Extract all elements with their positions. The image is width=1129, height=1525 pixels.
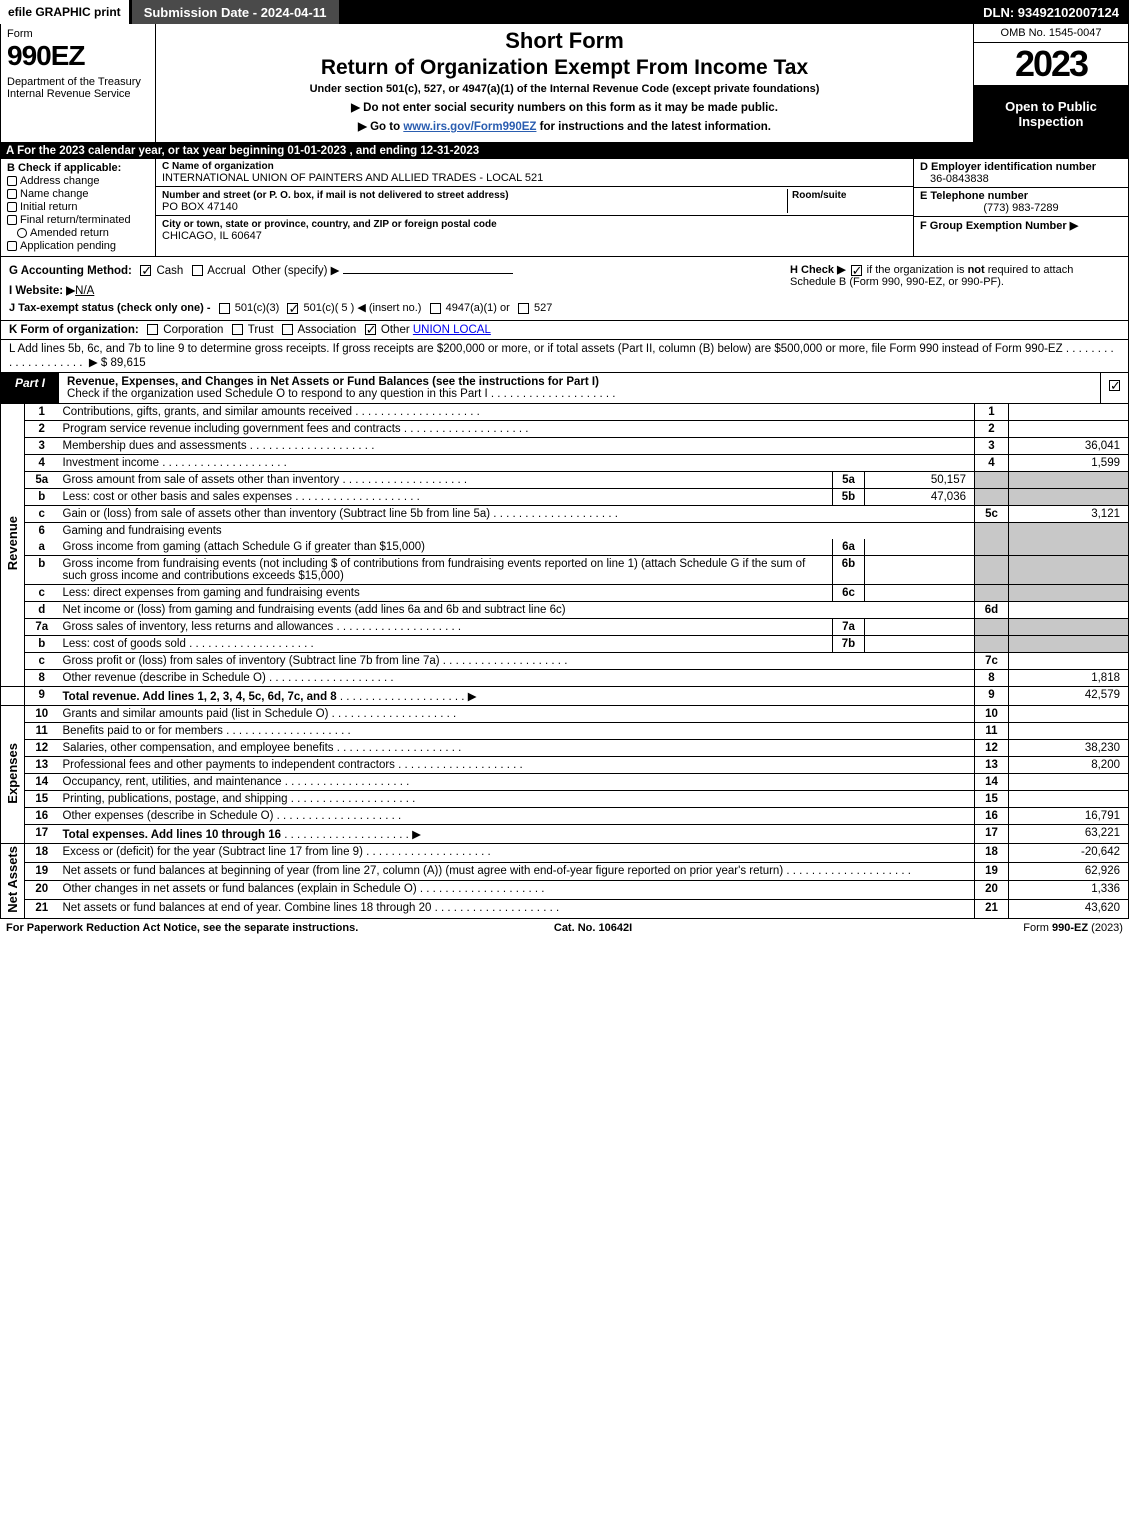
opt-final-return[interactable]: Final return/terminated: [7, 214, 149, 226]
row-k: K Form of organization: Corporation Trus…: [0, 321, 1129, 340]
k-other[interactable]: [365, 324, 376, 335]
h-label: H Check ▶: [790, 264, 846, 276]
k-assoc[interactable]: [282, 324, 293, 335]
opt-initial-return[interactable]: Initial return: [7, 201, 149, 213]
dept-label: Department of the Treasury Internal Reve…: [7, 76, 149, 100]
e-block: E Telephone number (773) 983-7289: [914, 188, 1128, 217]
f-block: F Group Exemption Number ▶: [914, 217, 1128, 234]
topbar: efile GRAPHIC print Submission Date - 20…: [0, 0, 1129, 24]
g-cash-check[interactable]: [140, 265, 151, 276]
h-check[interactable]: [851, 265, 862, 276]
row-a: A For the 2023 calendar year, or tax yea…: [0, 143, 1129, 159]
c-addr-row: Number and street (or P. O. box, if mail…: [156, 187, 913, 216]
j-527[interactable]: [518, 303, 529, 314]
c-label: C Name of organization: [162, 161, 907, 172]
note2-pre: ▶ Go to: [358, 121, 403, 133]
row-h: H Check ▶ if the organization is not req…: [790, 263, 1120, 288]
g-accrual-check[interactable]: [192, 265, 203, 276]
addr-label: Number and street (or P. O. box, if mail…: [162, 190, 509, 201]
netassets-label: Net Assets: [1, 844, 25, 919]
footer-right: Form 990-EZ (2023): [1023, 922, 1123, 934]
omb-number: OMB No. 1545-0047: [974, 24, 1128, 43]
part1-sub: Check if the organization used Schedule …: [67, 388, 1092, 400]
note-link: ▶ Go to www.irs.gov/Form990EZ for instru…: [164, 119, 965, 133]
footer-cat: Cat. No. 10642I: [554, 922, 632, 934]
j-label: J Tax-exempt status (check only one) -: [9, 302, 211, 314]
part1-check[interactable]: [1100, 373, 1128, 403]
submission-date: Submission Date - 2024-04-11: [132, 0, 339, 24]
expenses-label: Expenses: [1, 706, 25, 844]
g-label: G Accounting Method:: [9, 265, 132, 277]
room-label: Room/suite: [792, 190, 846, 201]
subtitle: Under section 501(c), 527, or 4947(a)(1)…: [164, 83, 965, 95]
dln: DLN: 93492102007124: [973, 0, 1129, 24]
j-4947[interactable]: [430, 303, 441, 314]
f-label: F Group Exemption Number ▶: [920, 220, 1078, 232]
form-number: 990EZ: [7, 40, 149, 72]
irs-link[interactable]: www.irs.gov/Form990EZ: [403, 121, 536, 133]
header-right: OMB No. 1545-0047 2023 Open to Public In…: [973, 24, 1128, 142]
k-corp[interactable]: [147, 324, 158, 335]
part1-title: Revenue, Expenses, and Changes in Net As…: [59, 373, 1100, 403]
phone: (773) 983-7289: [920, 202, 1122, 214]
part1-tag: Part I: [1, 373, 59, 403]
city-label: City or town, state or province, country…: [162, 219, 497, 230]
footer: For Paperwork Reduction Act Notice, see …: [0, 919, 1129, 937]
block-ghij: G Accounting Method: Cash Accrual Other …: [0, 257, 1129, 321]
tax-year: 2023: [974, 43, 1128, 85]
b-label: B Check if applicable:: [7, 162, 149, 174]
header-mid: Short Form Return of Organization Exempt…: [156, 24, 973, 142]
org-city: CHICAGO, IL 60647: [162, 230, 907, 242]
d-label: D Employer identification number: [920, 161, 1096, 173]
note-ssn: ▶ Do not enter social security numbers o…: [164, 100, 965, 114]
note2-post: for instructions and the latest informat…: [536, 121, 771, 133]
org-addr: PO BOX 47140: [162, 201, 787, 213]
org-name: INTERNATIONAL UNION OF PAINTERS AND ALLI…: [162, 172, 907, 184]
footer-left: For Paperwork Reduction Act Notice, see …: [6, 922, 358, 934]
k-trust[interactable]: [232, 324, 243, 335]
return-title: Return of Organization Exempt From Incom…: [164, 56, 965, 80]
k-other-val[interactable]: UNION LOCAL: [413, 324, 491, 336]
opt-name-change[interactable]: Name change: [7, 188, 149, 200]
d-block: D Employer identification number 36-0843…: [914, 159, 1128, 188]
c-name-row: C Name of organization INTERNATIONAL UNI…: [156, 159, 913, 187]
form-header: Form 990EZ Department of the Treasury In…: [0, 24, 1129, 143]
e-label: E Telephone number: [920, 190, 1028, 202]
l-amt: ▶ $ 89,615: [89, 357, 146, 369]
j-501c[interactable]: [287, 303, 298, 314]
c-city-row: City or town, state or province, country…: [156, 216, 913, 244]
i-label: I Website: ▶: [9, 285, 75, 297]
website: N/A: [75, 285, 94, 297]
block-bcdef: B Check if applicable: Address change Na…: [0, 159, 1129, 257]
l-text: L Add lines 5b, 6c, and 7b to line 9 to …: [9, 343, 1063, 355]
opt-application-pending[interactable]: Application pending: [7, 240, 149, 252]
header-left: Form 990EZ Department of the Treasury In…: [1, 24, 156, 142]
efile-label[interactable]: efile GRAPHIC print: [0, 0, 129, 24]
revenue-label: Revenue: [1, 404, 25, 687]
col-c: C Name of organization INTERNATIONAL UNI…: [156, 159, 913, 256]
lines-table: Revenue 1Contributions, gifts, grants, a…: [0, 404, 1129, 919]
j-501c3[interactable]: [219, 303, 230, 314]
row-l: L Add lines 5b, 6c, and 7b to line 9 to …: [0, 340, 1129, 373]
form-label: Form: [7, 28, 149, 40]
col-def: D Employer identification number 36-0843…: [913, 159, 1128, 256]
open-to-public: Open to Public Inspection: [974, 85, 1128, 142]
k-label: K Form of organization:: [9, 324, 139, 336]
ein: 36-0843838: [920, 173, 1122, 185]
part1-header: Part I Revenue, Expenses, and Changes in…: [0, 373, 1129, 404]
row-j: J Tax-exempt status (check only one) - 5…: [9, 301, 1120, 314]
col-b: B Check if applicable: Address change Na…: [1, 159, 156, 256]
opt-amended-return[interactable]: Amended return: [7, 227, 149, 239]
short-form-title: Short Form: [164, 28, 965, 54]
opt-address-change[interactable]: Address change: [7, 175, 149, 187]
